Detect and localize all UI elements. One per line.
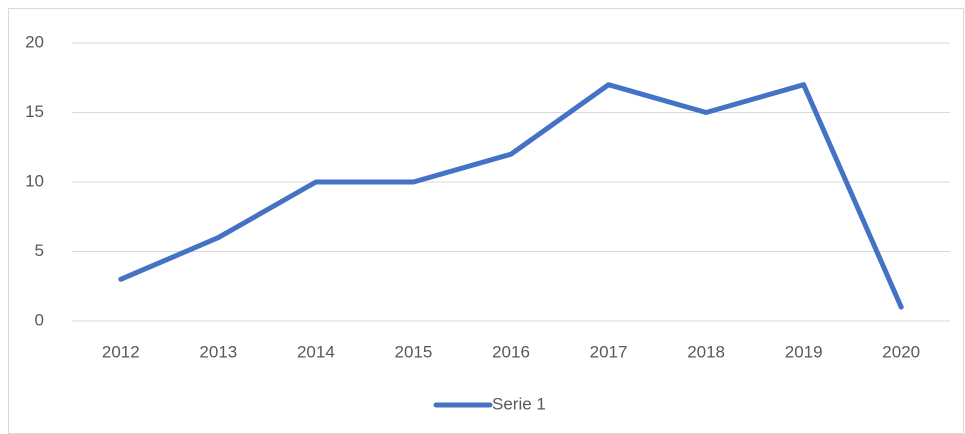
x-tick-label: 2018 <box>687 342 725 361</box>
x-tick-label: 2020 <box>882 342 920 361</box>
y-tick-label: 20 <box>25 32 44 51</box>
x-tick-label: 2015 <box>395 342 433 361</box>
y-tick-label: 0 <box>35 310 44 329</box>
x-tick-label: 2019 <box>785 342 823 361</box>
x-tick-label: 2017 <box>590 342 628 361</box>
chart-frame <box>8 8 964 434</box>
x-tick-label: 2014 <box>297 342 335 361</box>
x-tick-label: 2013 <box>199 342 237 361</box>
y-tick-label: 10 <box>25 171 44 190</box>
x-tick-label: 2012 <box>102 342 140 361</box>
legend-label: Serie 1 <box>492 394 546 413</box>
x-tick-label: 2016 <box>492 342 530 361</box>
data-line <box>118 82 904 310</box>
y-tick-label: 15 <box>25 102 44 121</box>
y-tick-label: 5 <box>35 241 44 260</box>
